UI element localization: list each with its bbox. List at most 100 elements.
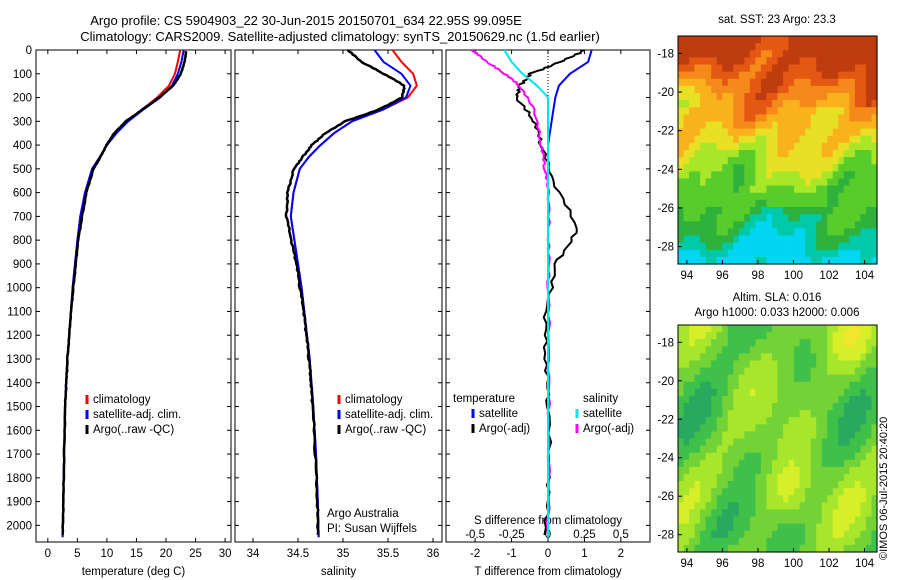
sst-map-cell: [722, 64, 729, 73]
sla-map-cell: [700, 481, 707, 489]
sst-map-cell: [705, 78, 712, 87]
sla-map-cell: [727, 367, 734, 376]
sla-map-cell: [722, 523, 729, 532]
sla-map-cell: [689, 332, 696, 340]
sla-map-cell: [711, 381, 718, 390]
sla-map-cell: [760, 509, 768, 518]
sst-map-cell: [727, 199, 734, 208]
sla-map-cell: [766, 445, 773, 454]
sst-map-cell: [827, 85, 834, 94]
sst-map-cell: [865, 64, 873, 73]
sst-map-cell: [832, 171, 839, 180]
sst-map-cell: [700, 221, 707, 229]
sst-map-cell: [799, 228, 806, 237]
sla-map-cell: [716, 537, 723, 546]
sst-map-cell: [771, 249, 779, 258]
sst-map-cell: [727, 36, 734, 44]
sst-map-cell: [749, 192, 756, 201]
sst-map-cell: [711, 78, 718, 87]
sla-map-cell: [849, 403, 856, 411]
sla-map-cell: [722, 481, 729, 489]
sla-map-cell: [799, 438, 806, 447]
sst-map-cell: [755, 171, 762, 180]
sla-map-cell: [733, 537, 740, 546]
sla-map-cell: [777, 481, 784, 489]
sla-map-cell: [838, 339, 845, 347]
sla-map-cell: [871, 325, 878, 333]
sla-map-cell: [722, 332, 729, 340]
sla-map-cell: [700, 388, 707, 397]
sst-map-cell: [700, 36, 707, 44]
sla-map-cell: [771, 488, 779, 496]
sla-map-cell: [722, 374, 729, 383]
sst-map-cell: [816, 207, 823, 215]
sst-map-cell: [777, 78, 784, 87]
sla-map-cell: [678, 523, 685, 532]
sst-map-cell: [865, 242, 873, 251]
sla-map-cell: [843, 410, 850, 418]
sla-map-cell: [810, 495, 817, 503]
sst-map-cell: [722, 221, 729, 229]
temperature-ytick-label: 1500: [6, 402, 32, 414]
sla-map-cell: [865, 388, 873, 397]
sla-map-cell: [771, 495, 779, 503]
sst-map-cell: [777, 221, 784, 229]
sla-map-cell: [738, 473, 745, 482]
sla-map-cell: [738, 388, 745, 397]
sla-map-cell: [711, 403, 718, 411]
sla-map-cell: [810, 360, 817, 369]
sst-map-cell: [744, 114, 751, 123]
sla-map-cell: [799, 417, 806, 425]
sla-map-cell: [827, 481, 834, 489]
temperature-ytick-label: 900: [13, 259, 32, 271]
sla-map-cell: [865, 502, 873, 511]
sst-map-cell: [827, 64, 834, 73]
sst-map-cell: [716, 157, 723, 165]
sst-map-cell: [716, 64, 723, 73]
sst-map-cell: [700, 121, 707, 130]
sst-map-cell: [711, 164, 718, 172]
sla-map-cell: [727, 346, 734, 354]
sst-map-cell: [733, 128, 740, 137]
sst-map-cell: [727, 100, 734, 108]
sla-map-cell: [727, 516, 734, 525]
sst-map-cell: [799, 107, 806, 115]
temperature-xtick-label: 30: [219, 548, 232, 560]
sst-map-cell: [738, 171, 745, 180]
sst-map-cell: [738, 249, 745, 258]
sst-map-cell: [694, 171, 701, 180]
sst-map-cell: [794, 135, 801, 144]
sla-map-cell: [766, 452, 773, 461]
sst-map-cell: [733, 114, 740, 123]
sla-map-cell: [843, 481, 850, 489]
sst-map-cell: [711, 114, 718, 123]
sla-map-cell: [788, 452, 795, 461]
sla-map-cell: [843, 424, 850, 432]
sla-map-cell: [838, 410, 845, 418]
sla-map-ytick-label: -28: [657, 530, 674, 542]
sst-map-cell: [821, 171, 828, 180]
sla-map-cell: [678, 537, 685, 546]
sst-map-cell: [805, 114, 812, 123]
sla-map-cell: [783, 410, 790, 418]
sla-map-cell: [821, 473, 828, 482]
sla-map-cell: [771, 544, 779, 553]
sla-map-cell: [766, 502, 773, 511]
sla-map-cell: [749, 523, 756, 532]
sst-map-cell: [689, 114, 696, 123]
temperature-ytick-label: 0: [26, 45, 32, 57]
sla-map-cell: [694, 353, 701, 362]
sst-map-cell: [832, 185, 839, 194]
sla-map-cell: [755, 410, 762, 418]
sla-map-cell: [760, 445, 768, 454]
sst-map-cell: [711, 64, 718, 73]
sla-map-ytick-label: -26: [657, 491, 674, 503]
sla-map-cell: [827, 509, 834, 518]
sst-map-cell: [843, 128, 850, 137]
sla-map-cell: [788, 424, 795, 432]
sst-map-cell: [705, 107, 712, 115]
sst-map-cell: [716, 128, 723, 137]
sst-map-cell: [832, 43, 839, 51]
sla-map-cell: [727, 325, 734, 333]
sst-map-cell: [865, 178, 873, 187]
